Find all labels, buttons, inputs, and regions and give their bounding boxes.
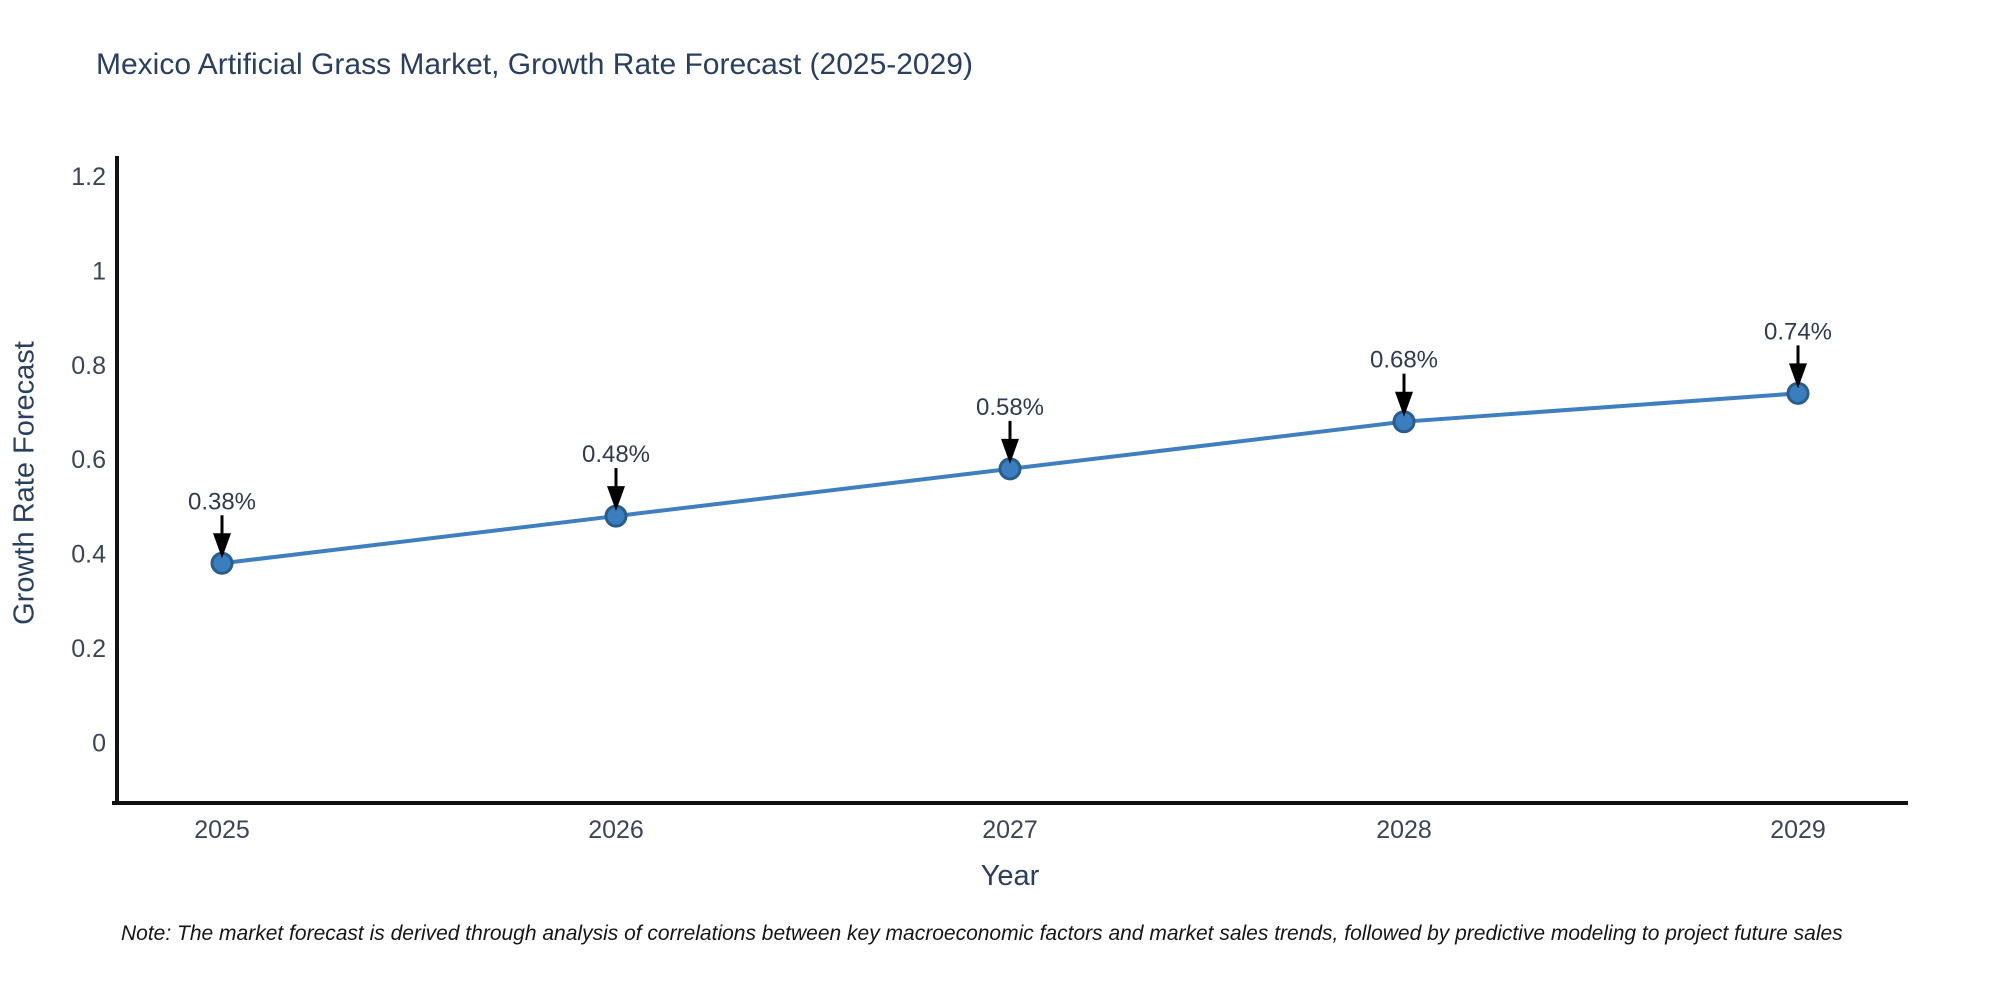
- x-axis-title: Year: [980, 860, 1040, 892]
- y-tick-label: 0.2: [71, 635, 106, 663]
- y-tick-label: 0: [92, 729, 106, 757]
- y-tick-label: 0.8: [71, 352, 106, 380]
- x-tick-label: 2026: [588, 816, 644, 844]
- data-point-label: 0.74%: [1764, 318, 1832, 345]
- y-tick-label: 0.4: [71, 541, 106, 569]
- chart-note: Note: The market forecast is derived thr…: [121, 922, 1843, 945]
- x-tick-label: 2029: [1770, 816, 1826, 844]
- y-tick-label: 0.6: [71, 446, 106, 474]
- data-point-label: 0.48%: [582, 441, 650, 468]
- annotation-arrowhead: [1789, 363, 1807, 389]
- annotation-arrowhead: [1001, 438, 1019, 464]
- x-tick-label: 2025: [194, 816, 250, 844]
- annotation-arrowhead: [213, 533, 231, 559]
- chart-title: Mexico Artificial Grass Market, Growth R…: [96, 48, 973, 81]
- y-tick-label: 1.2: [71, 163, 106, 191]
- annotation-arrowhead: [607, 486, 625, 512]
- data-point-label: 0.58%: [976, 394, 1044, 421]
- x-tick-label: 2028: [1376, 816, 1432, 844]
- x-tick-label: 2027: [982, 816, 1038, 844]
- data-point-label: 0.38%: [188, 488, 256, 515]
- y-tick-label: 1: [92, 257, 106, 285]
- annotation-arrowhead: [1395, 391, 1413, 417]
- data-point-label: 0.68%: [1370, 347, 1438, 374]
